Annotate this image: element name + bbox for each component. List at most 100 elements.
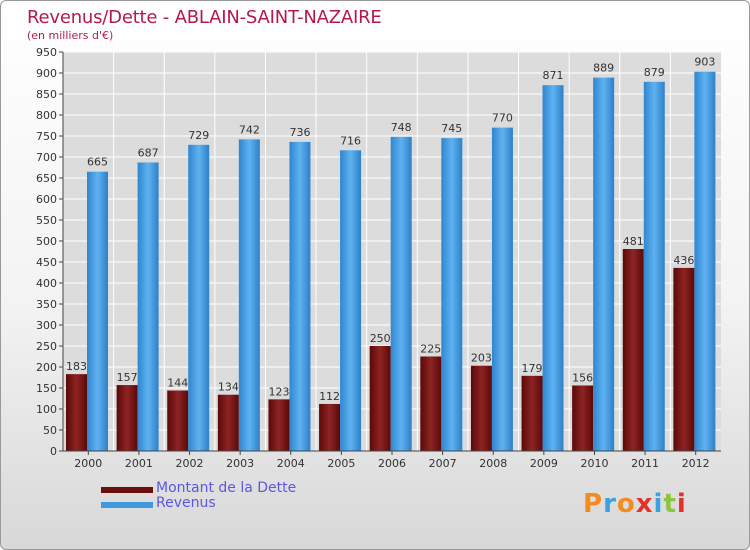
data-label-revenus-2010: 889: [593, 62, 614, 75]
data-label-revenus-2006: 748: [391, 121, 412, 134]
y-tick-label: 950: [36, 46, 57, 59]
bar-revenus-2012: [694, 71, 716, 452]
x-tick-label-2000: 2000: [74, 457, 102, 470]
data-label-revenus-2004: 736: [289, 126, 310, 139]
data-label-revenus-2007: 745: [441, 122, 462, 135]
y-tick-label: 150: [36, 382, 57, 395]
x-tick-label-2001: 2001: [125, 457, 153, 470]
data-label-revenus-2003: 742: [239, 123, 260, 136]
bar-debt-2002: [167, 390, 189, 451]
data-label-debt-2007: 225: [420, 343, 441, 356]
data-label-debt-2004: 123: [268, 385, 289, 398]
y-tick-label: 250: [36, 340, 57, 353]
bar-debt-2007: [420, 356, 442, 451]
bar-revenus-2007: [441, 138, 463, 451]
bar-revenus-2003: [238, 139, 260, 452]
x-tick-label-2005: 2005: [327, 457, 355, 470]
y-tick-label: 350: [36, 298, 57, 311]
bar-debt-2003: [217, 394, 239, 451]
y-tick-label: 850: [36, 88, 57, 101]
y-tick-label: 200: [36, 361, 57, 374]
data-label-revenus-2008: 770: [492, 112, 513, 125]
bar-revenus-2011: [643, 81, 665, 451]
bar-revenus-2009: [542, 85, 564, 452]
logo-letter: r: [603, 489, 617, 519]
x-tick-label-2003: 2003: [226, 457, 254, 470]
legend-label-debt: Montant de la Dette: [156, 480, 297, 496]
y-tick-label: 900: [36, 67, 57, 80]
bar-debt-2011: [622, 248, 644, 451]
bar-revenus-2004: [289, 141, 311, 451]
x-tick-label-2009: 2009: [530, 457, 558, 470]
bar-revenus-2005: [340, 150, 362, 451]
y-tick-label: 100: [36, 403, 57, 416]
data-label-revenus-2012: 903: [694, 56, 715, 69]
y-tick-label: 0: [50, 445, 57, 458]
data-label-revenus-2005: 716: [340, 134, 361, 147]
bar-revenus-2000: [87, 171, 108, 451]
data-label-debt-2011: 481: [623, 235, 644, 248]
bar-debt-2006: [369, 346, 391, 451]
x-tick-label-2011: 2011: [631, 457, 659, 470]
bar-debt-2000: [66, 374, 87, 451]
bar-debt-2012: [673, 267, 695, 451]
data-label-debt-2005: 112: [319, 390, 340, 403]
logo-letter: t: [663, 489, 677, 519]
x-tick-label-2007: 2007: [429, 457, 457, 470]
legend-swatch-revenus: [101, 502, 153, 508]
data-label-debt-2012: 436: [673, 254, 694, 267]
data-label-debt-2003: 134: [218, 381, 239, 394]
bar-revenus-2002: [188, 144, 210, 451]
x-tick-label-2006: 2006: [378, 457, 406, 470]
data-label-debt-2010: 156: [572, 371, 593, 384]
bar-debt-2005: [319, 403, 341, 451]
legend-swatch-debt: [101, 487, 153, 493]
logo-letter: P: [583, 489, 604, 519]
legend-label-revenus: Revenus: [156, 495, 216, 511]
bar-debt-2004: [268, 399, 290, 451]
data-label-revenus-2000: 665: [87, 156, 108, 169]
logo-letter: i: [676, 489, 687, 519]
logo-letter: i: [653, 489, 664, 519]
bar-debt-2010: [572, 385, 594, 451]
bar-debt-2009: [521, 375, 543, 451]
y-tick-label: 300: [36, 319, 57, 332]
bar-revenus-2006: [390, 136, 412, 451]
y-tick-label: 50: [43, 424, 57, 437]
data-label-debt-2006: 250: [370, 332, 391, 345]
data-label-revenus-2009: 871: [543, 69, 564, 82]
y-tick-label: 650: [36, 172, 57, 185]
data-label-revenus-2001: 687: [138, 146, 159, 159]
bar-debt-2008: [470, 365, 492, 451]
data-label-revenus-2002: 729: [188, 129, 209, 142]
y-tick-label: 450: [36, 256, 57, 269]
y-tick-label: 600: [36, 193, 57, 206]
y-tick-label: 700: [36, 151, 57, 164]
data-label-debt-2009: 179: [522, 362, 543, 375]
x-tick-label-2004: 2004: [277, 457, 305, 470]
data-label-debt-2002: 144: [167, 377, 188, 390]
data-label-debt-2008: 203: [471, 352, 492, 365]
y-tick-label: 800: [36, 109, 57, 122]
logo-letter: o: [616, 489, 636, 519]
y-tick-label: 750: [36, 130, 57, 143]
chart-subtitle: (en milliers d'€): [27, 29, 114, 42]
proxiti-logo: Proxiti: [583, 489, 687, 519]
bar-revenus-2001: [137, 162, 159, 451]
y-tick-label: 500: [36, 235, 57, 248]
x-tick-label-2010: 2010: [580, 457, 608, 470]
data-label-debt-2000: 183: [66, 360, 87, 373]
bar-revenus-2008: [491, 127, 513, 451]
chart-title: Revenus/Dette - ABLAIN-SAINT-NAZAIRE: [27, 7, 382, 28]
data-label-debt-2001: 157: [117, 371, 138, 384]
x-tick-label-2012: 2012: [682, 457, 710, 470]
x-tick-label-2008: 2008: [479, 457, 507, 470]
bar-revenus-2010: [593, 77, 615, 452]
logo-letter: x: [635, 489, 654, 519]
y-tick-label: 400: [36, 277, 57, 290]
data-label-revenus-2011: 879: [644, 66, 665, 79]
bar-debt-2001: [116, 385, 138, 451]
y-tick-label: 550: [36, 214, 57, 227]
